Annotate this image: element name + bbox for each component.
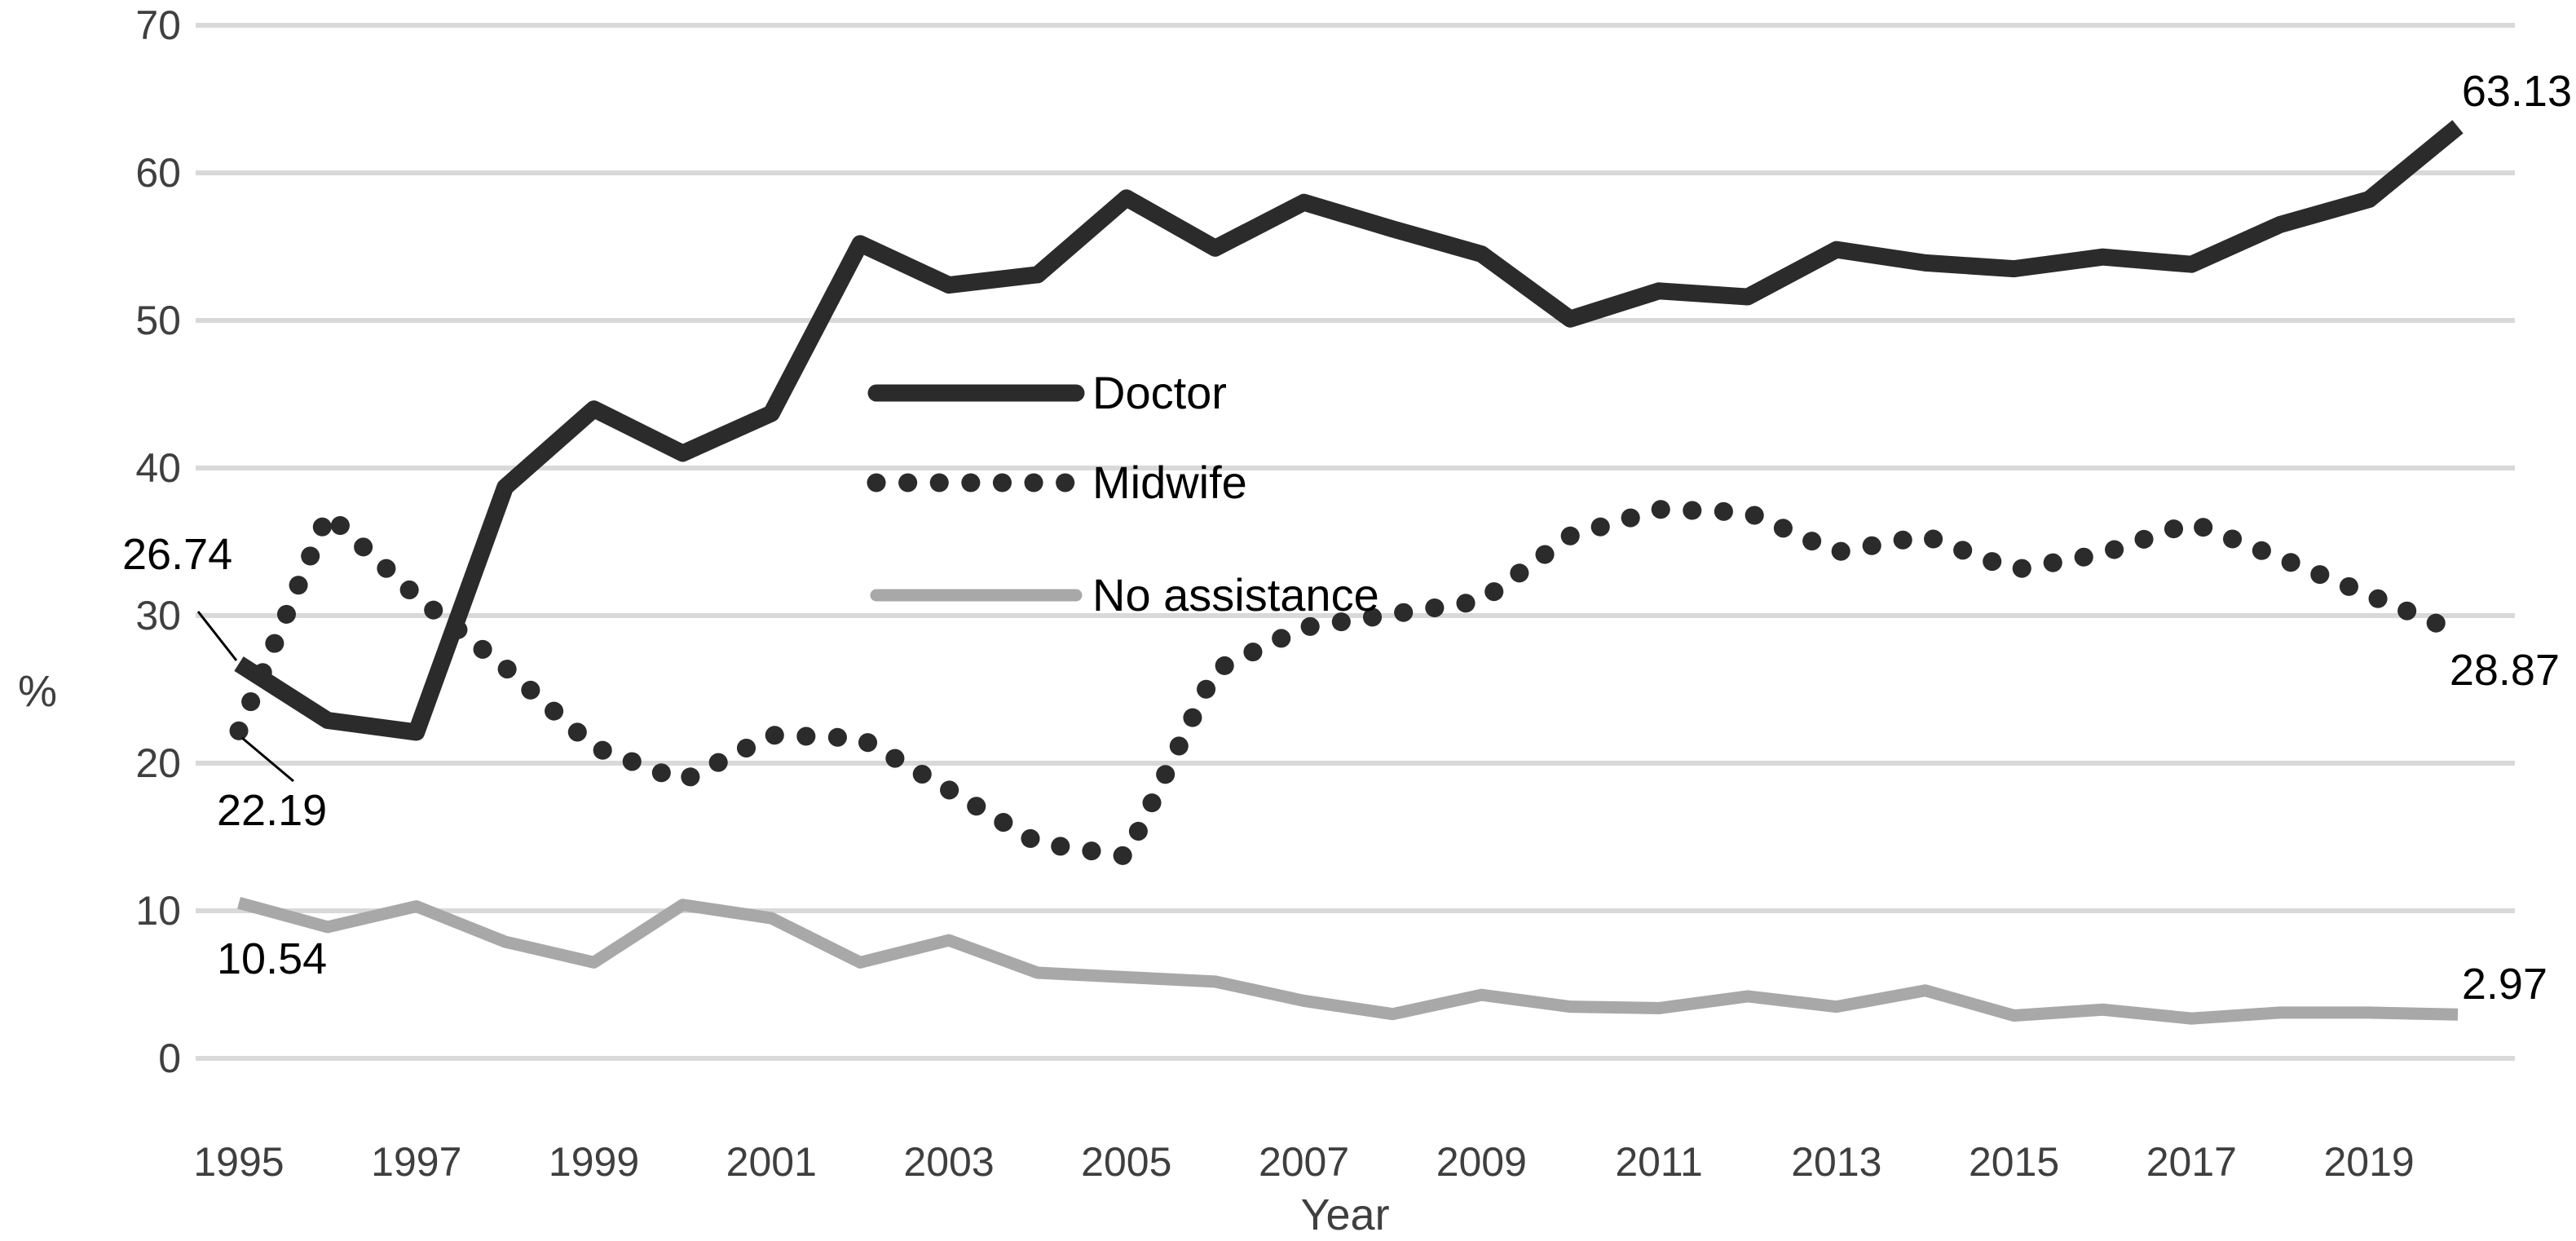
legend-item-no-assistance: No assistance <box>870 569 1379 620</box>
x-tick-label-2015: 2015 <box>1969 1139 2059 1185</box>
legend-label-midwife: Midwife <box>1092 457 1247 508</box>
legend-item-doctor: Doctor <box>867 367 1227 418</box>
y-axis-label: % <box>18 667 57 716</box>
series-line-no-assistance <box>237 896 2459 1025</box>
annotation-label-22.19: 22.19 <box>217 786 327 835</box>
y-tick-label-40: 40 <box>135 445 181 491</box>
x-tick-label-1997: 1997 <box>371 1139 461 1185</box>
y-tick-label-70: 70 <box>135 2 181 48</box>
x-tick-label-2013: 2013 <box>1791 1139 1881 1185</box>
annotation-leader-26.74 <box>196 611 238 661</box>
series-line-doctor <box>234 120 2464 741</box>
y-tick-label-0: 0 <box>158 1036 181 1081</box>
annotation-label-63.13: 63.13 <box>2462 67 2572 116</box>
x-tick-label-2005: 2005 <box>1081 1139 1171 1185</box>
x-tick-label-1999: 1999 <box>549 1139 639 1185</box>
x-tick-label-2011: 2011 <box>1615 1139 1703 1185</box>
y-tick-label-60: 60 <box>135 150 181 196</box>
annotation-leader-22.19 <box>241 736 294 783</box>
annotation-label-28.87: 28.87 <box>2450 646 2560 695</box>
x-tick-label-2009: 2009 <box>1436 1139 1527 1185</box>
y-tick-label-50: 50 <box>135 298 181 343</box>
legend-item-midwife: Midwife <box>867 457 1247 508</box>
y-tick-label-10: 10 <box>135 888 181 934</box>
x-tick-label-1995: 1995 <box>193 1139 284 1185</box>
annotation-label-2.97: 2.97 <box>2462 960 2547 1009</box>
y-tick-label-30: 30 <box>135 593 181 638</box>
annotation-label-26.74: 26.74 <box>122 530 232 579</box>
annotation-label-10.54: 10.54 <box>217 934 327 983</box>
y-tick-label-20: 20 <box>135 740 181 786</box>
legend-label-no-assistance: No assistance <box>1092 569 1379 620</box>
legend-label-doctor: Doctor <box>1092 367 1227 418</box>
x-tick-label-2019: 2019 <box>2324 1139 2415 1185</box>
x-tick-label-2017: 2017 <box>2146 1139 2237 1185</box>
x-tick-label-2003: 2003 <box>903 1139 994 1185</box>
series-line-midwife <box>229 500 2468 866</box>
x-tick-label-2001: 2001 <box>726 1139 817 1185</box>
x-axis-label: Year <box>1300 1190 1389 1239</box>
x-tick-label-2007: 2007 <box>1259 1139 1349 1185</box>
